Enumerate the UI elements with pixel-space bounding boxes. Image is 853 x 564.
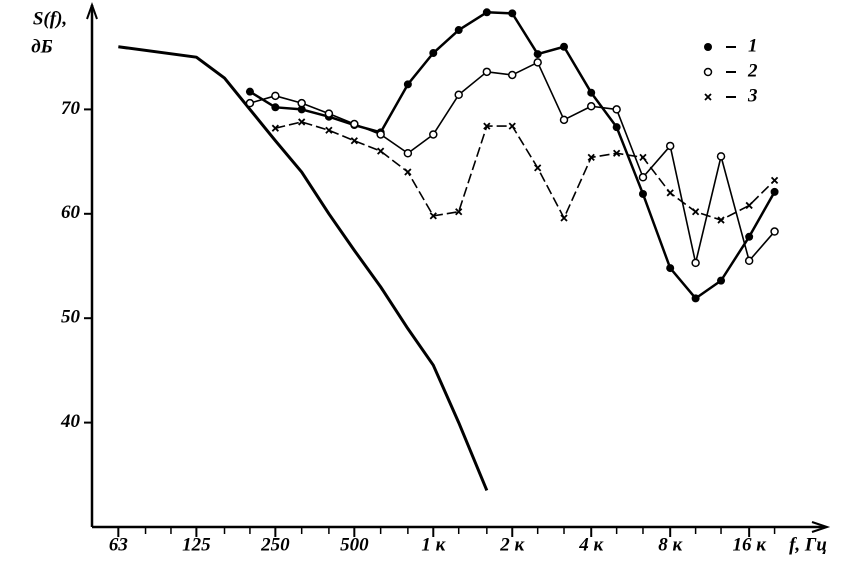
data-point <box>483 122 491 130</box>
data-point <box>691 208 700 216</box>
y-axis-label: дБ <box>31 36 53 57</box>
series-line <box>249 61 776 264</box>
legend-marker <box>704 93 712 101</box>
x-axis-label: f, Гц <box>789 534 827 555</box>
data-point <box>716 152 726 161</box>
data-point <box>666 264 675 273</box>
data-point <box>508 70 517 80</box>
data-point <box>403 80 412 89</box>
data-point <box>508 122 516 130</box>
series-line <box>118 45 489 492</box>
data-point <box>350 137 358 145</box>
data-point <box>454 26 463 35</box>
data-point <box>298 118 306 126</box>
legend-label: 2 <box>747 60 758 81</box>
data-point <box>403 148 413 158</box>
data-point <box>691 258 700 268</box>
x-tick-label: 2 к <box>499 534 525 555</box>
data-point <box>717 216 725 224</box>
data-point <box>429 130 438 139</box>
data-point <box>638 189 647 198</box>
data-point <box>377 147 385 155</box>
data-point <box>586 102 596 111</box>
data-point <box>404 168 412 176</box>
data-point <box>297 105 306 114</box>
x-tick-label: 8 к <box>658 534 683 555</box>
data-point <box>271 103 280 112</box>
data-point <box>560 214 568 222</box>
y-axis-label: S(f), <box>33 8 67 29</box>
data-point <box>770 187 779 196</box>
data-point <box>271 124 279 132</box>
x-tick-label: 16 к <box>732 534 767 555</box>
data-point <box>429 49 438 58</box>
x-tick-label: 4 к <box>578 534 604 555</box>
legend-marker <box>704 43 712 51</box>
data-point <box>612 105 621 114</box>
y-axis-arrow <box>86 2 98 20</box>
legend-label: 3 <box>747 85 758 106</box>
x-tick-label: 250 <box>260 534 290 555</box>
data-point <box>612 123 621 132</box>
series-line <box>249 11 776 300</box>
data-point <box>297 98 306 108</box>
data-point <box>559 115 569 125</box>
data-point <box>324 109 334 118</box>
data-point <box>745 201 753 210</box>
data-point <box>666 189 674 197</box>
data-point <box>482 8 491 17</box>
data-point <box>350 119 359 129</box>
data-point <box>745 232 754 241</box>
data-point <box>533 50 542 59</box>
data-point <box>376 130 385 139</box>
data-point <box>587 153 595 162</box>
data-point <box>245 98 255 108</box>
data-point <box>534 164 542 172</box>
data-point <box>455 208 463 216</box>
data-point <box>665 141 675 151</box>
x-tick-label: 63 <box>109 534 128 555</box>
y-tick-label: 40 <box>60 411 81 432</box>
legend-label: 1 <box>748 35 758 56</box>
data-point <box>639 153 647 162</box>
x-axis-arrow <box>811 521 831 533</box>
data-point <box>325 126 333 134</box>
data-point <box>744 256 754 266</box>
x-tick-label: 500 <box>340 534 369 555</box>
data-point <box>429 212 437 220</box>
data-point <box>245 87 254 96</box>
x-tick-label: 1 к <box>421 534 446 555</box>
y-tick-label: 50 <box>61 307 81 328</box>
data-point <box>613 149 621 157</box>
x-tick-label: 125 <box>182 534 211 555</box>
data-point <box>271 91 280 101</box>
data-point <box>533 58 542 67</box>
legend-marker <box>703 67 713 77</box>
data-point <box>691 294 700 303</box>
data-point <box>717 276 726 285</box>
data-point <box>587 88 596 97</box>
data-point <box>770 176 779 185</box>
y-tick-label: 70 <box>61 98 81 119</box>
data-point <box>454 90 463 100</box>
data-point <box>560 42 569 51</box>
data-point <box>638 173 648 182</box>
data-point <box>770 227 779 236</box>
data-point <box>508 9 517 18</box>
data-point <box>482 67 492 77</box>
series-line <box>275 121 776 221</box>
y-tick-label: 60 <box>61 202 81 223</box>
